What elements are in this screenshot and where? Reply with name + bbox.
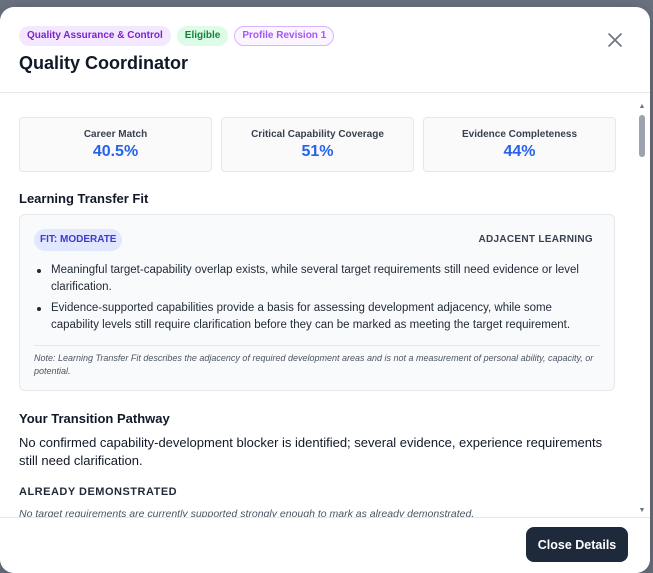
learning-transfer-card: FIT: MODERATE ADJACENT LEARNING Meaningf…: [19, 214, 615, 391]
metrics-row: Career Match 40.5% Critical Capability C…: [19, 117, 616, 172]
metric-value: 40.5%: [92, 143, 139, 160]
metric-value: 44%: [503, 143, 536, 160]
close-icon[interactable]: [606, 31, 624, 49]
revision-badge: Profile Revision 1: [234, 26, 335, 46]
fit-note: Note: Learning Transfer Fit describes th…: [34, 353, 594, 376]
already-demonstrated-heading: ALREADY DEMONSTRATED: [19, 486, 178, 498]
metric-label: Career Match: [83, 129, 148, 140]
category-badge: Quality Assurance & Control: [19, 26, 171, 46]
fit-level-badge: FIT: MODERATE: [34, 229, 123, 251]
divider: [34, 345, 600, 346]
learning-transfer-heading: Learning Transfer Fit: [19, 191, 149, 206]
modal-title: Quality Coordinator: [19, 53, 189, 73]
scrollbar-thumb[interactable]: [639, 115, 645, 157]
transition-summary: No confirmed capability-development bloc…: [19, 435, 603, 468]
fit-bullet-list: Meaningful target-capability overlap exi…: [34, 262, 596, 338]
metric-label: Critical Capability Coverage: [251, 129, 384, 140]
fit-type-label: ADJACENT LEARNING: [478, 234, 593, 245]
scrollbar[interactable]: ▲ ▼: [637, 94, 647, 517]
already-demonstrated-note: No target requirements are currently sup…: [19, 508, 475, 517]
metric-label: Evidence Completeness: [461, 129, 578, 140]
modal-footer: Close Details: [0, 517, 650, 573]
scroll-up-icon[interactable]: ▲: [638, 103, 646, 110]
capability-coverage-card: Critical Capability Coverage 51%: [221, 117, 414, 172]
modal-header: Quality Assurance & Control Eligible Pro…: [0, 7, 650, 93]
transition-heading: Your Transition Pathway: [19, 411, 170, 426]
badge-row: Quality Assurance & Control Eligible Pro…: [19, 26, 335, 46]
list-item: Meaningful target-capability overlap exi…: [34, 262, 596, 296]
eligibility-badge: Eligible: [176, 26, 229, 46]
details-modal: Quality Assurance & Control Eligible Pro…: [0, 7, 650, 573]
scroll-down-icon[interactable]: ▼: [638, 507, 646, 514]
modal-body: Career Match 40.5% Critical Capability C…: [0, 94, 650, 517]
metric-value: 51%: [301, 143, 334, 160]
list-item: Evidence-supported capabilities provide …: [34, 300, 596, 334]
close-details-button[interactable]: Close Details: [526, 527, 628, 562]
career-match-card: Career Match 40.5%: [19, 117, 212, 172]
evidence-completeness-card: Evidence Completeness 44%: [423, 117, 616, 172]
